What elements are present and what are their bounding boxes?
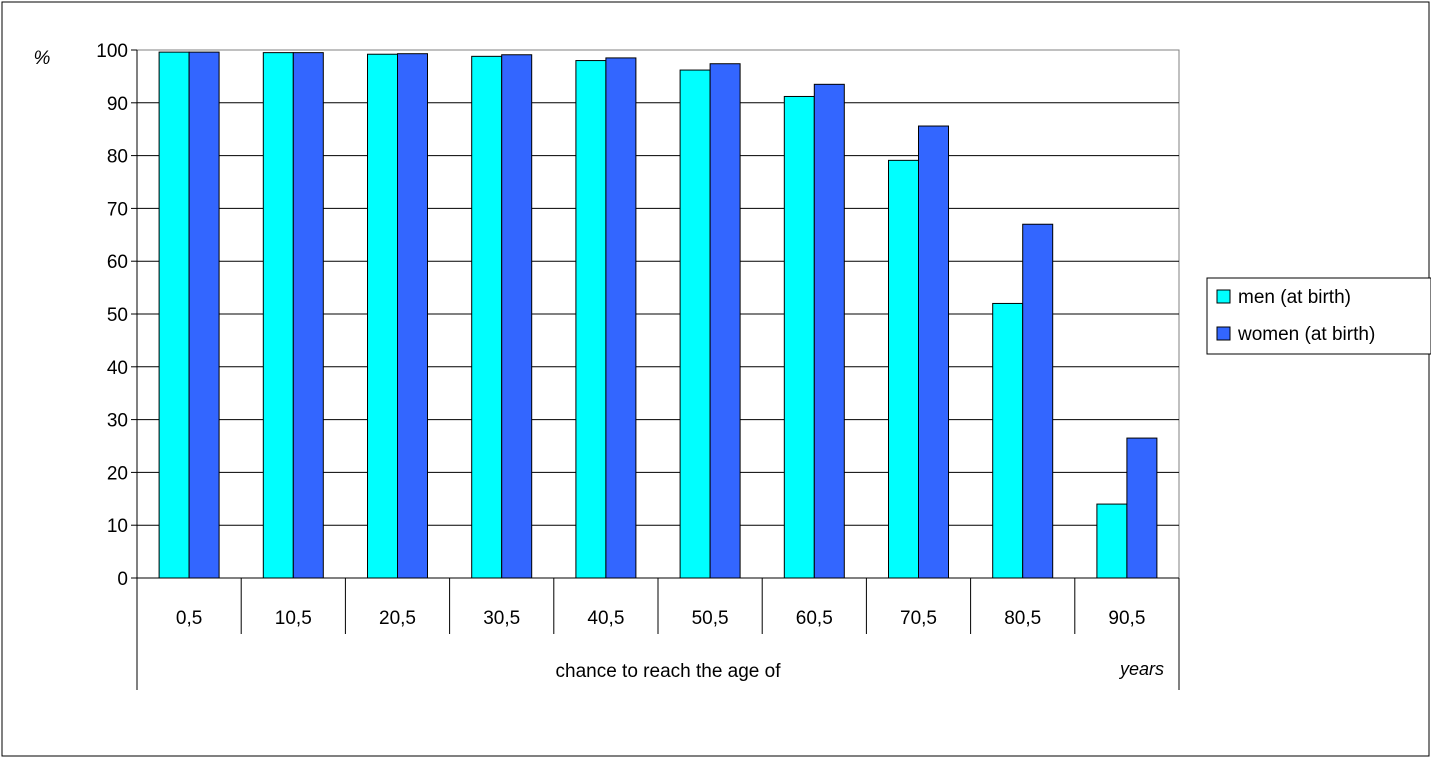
y-tick-label: 40 [107,358,128,379]
y-tick-label: 10 [107,516,128,537]
bar-women-6 [813,83,845,579]
legend: men (at birth) women (at birth) [1206,277,1431,355]
x-tick-label: 50,5 [692,608,729,629]
legend-swatch-women [1216,326,1231,341]
y-tick-label: 60 [107,252,128,273]
bar-women-4 [605,57,637,579]
y-tick-label: 90 [107,94,128,115]
bar-men-6 [783,95,815,579]
y-tick-label: 100 [96,41,128,62]
x-tick-label: 40,5 [587,608,624,629]
bar-women-3 [501,54,533,579]
bar-men-1 [262,52,294,579]
bar-women-9 [1126,437,1158,579]
bar-men-9 [1096,503,1128,579]
x-tick-label: 70,5 [900,608,937,629]
y-tick-label: 50 [107,305,128,326]
bar-women-2 [397,53,428,579]
legend-label-women: women (at birth) [1237,324,1375,345]
y-tick-label: 70 [107,199,128,220]
bar-men-2 [367,53,398,579]
axes: 0 10 20 30 40 50 60 70 80 90 100 0,5 10,5 20,5 30,5 40,… [96,41,1180,690]
bar-women-0 [188,51,220,579]
bar-men-8 [992,302,1024,579]
x-tick-label: 20,5 [379,608,416,629]
bar-women-7 [918,125,949,579]
bars [158,51,1158,579]
x-tick-label: 10,5 [275,608,312,629]
y-tick-label: 80 [107,147,128,168]
bar-women-8 [1022,223,1054,579]
bar-men-0 [158,51,190,579]
y-tick-label: 30 [107,411,128,432]
legend-label-men: men (at birth) [1238,287,1351,308]
y-tick-label: 20 [107,463,128,484]
x-tick-label: 60,5 [796,608,833,629]
y-unit-label: % [34,48,51,69]
bar-women-1 [292,52,324,579]
x-unit-label: years [1118,659,1164,679]
bar-men-7 [888,159,919,579]
y-tick-label: 0 [117,569,128,590]
bar-men-5 [679,69,711,579]
legend-swatch-men [1216,289,1231,304]
x-tick-label: 30,5 [483,608,520,629]
bar-men-4 [575,60,607,579]
x-tick-label: 90,5 [1108,608,1145,629]
legend-box [1206,277,1431,355]
x-axis-title: chance to reach the age of [556,661,782,682]
x-tick-label: 0,5 [176,608,202,629]
bar-women-5 [709,63,741,579]
x-tick-label: 80,5 [1004,608,1041,629]
bar-men-3 [471,55,503,579]
